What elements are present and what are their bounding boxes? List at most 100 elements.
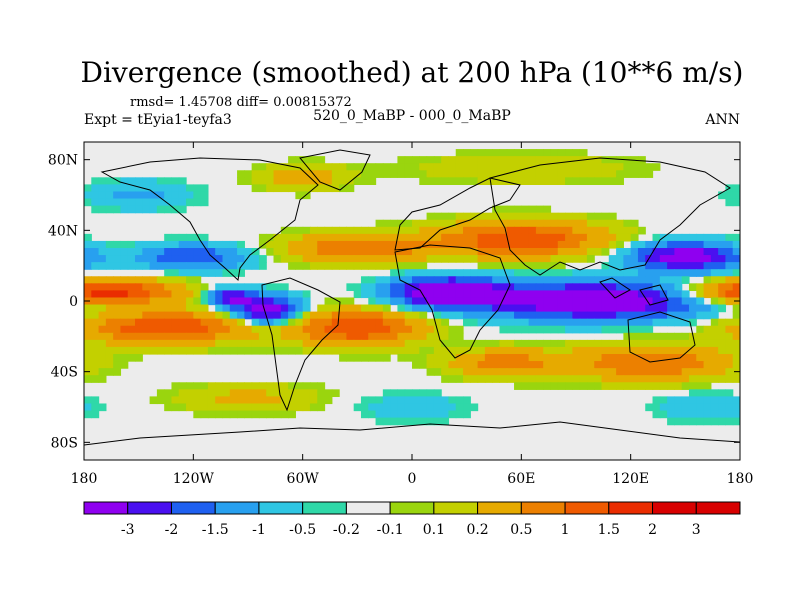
field-cell: [732, 248, 740, 256]
field-cell: [156, 262, 165, 270]
field-cell: [353, 339, 362, 348]
field-cell: [652, 368, 661, 376]
field-cell: [317, 262, 326, 270]
field-cell: [426, 318, 435, 327]
field-cell: [84, 396, 92, 405]
field-cell: [557, 212, 566, 221]
field-cell: [543, 382, 552, 390]
field-cell: [630, 368, 639, 376]
field-cell: [258, 304, 267, 313]
field-cell: [295, 262, 304, 270]
field-cell: [91, 318, 100, 327]
field-cell: [215, 410, 224, 419]
field-cell: [404, 346, 413, 355]
field-cell: [360, 248, 369, 256]
field-cell: [84, 311, 92, 320]
field-cell: [426, 290, 435, 299]
field-cell: [127, 240, 136, 249]
field-cell: [251, 262, 260, 270]
field-cell: [120, 184, 129, 193]
field-cell: [521, 212, 530, 221]
field-cell: [645, 163, 654, 171]
field-cell: [324, 255, 333, 263]
field-cell: [382, 276, 391, 284]
field-cell: [543, 212, 552, 221]
field-cell: [441, 297, 450, 306]
field-cell: [164, 325, 173, 334]
field-cell: [499, 276, 508, 284]
field-cell: [550, 318, 559, 327]
field-cell: [601, 290, 610, 299]
field-cell: [667, 248, 675, 256]
field-cell: [448, 276, 457, 284]
field-cell: [324, 318, 333, 327]
field-cell: [317, 184, 326, 193]
field-cell: [178, 205, 187, 214]
field-cell: [193, 191, 202, 200]
field-cell: [732, 304, 740, 313]
field-cell: [674, 403, 683, 412]
field-cell: [433, 297, 442, 306]
field-cell: [506, 276, 515, 284]
field-cell: [207, 389, 216, 397]
field-cell: [433, 339, 442, 348]
field-cell: [441, 219, 450, 228]
field-cell: [244, 170, 253, 178]
field-cell: [484, 240, 493, 249]
field-cell: [302, 325, 311, 334]
field-cell: [331, 346, 340, 355]
field-cell: [324, 184, 333, 193]
field-cell: [113, 332, 122, 341]
field-cell: [317, 382, 326, 390]
field-cell: [637, 290, 646, 299]
field-cell: [652, 311, 661, 320]
field-cell: [608, 382, 617, 390]
field-cell: [514, 269, 522, 277]
field-cell: [667, 262, 675, 270]
field-cell: [273, 290, 282, 299]
field-cell: [382, 290, 391, 299]
field-cell: [280, 233, 289, 242]
field-cell: [535, 346, 544, 355]
field-cell: [659, 269, 668, 277]
field-cell: [667, 283, 675, 291]
field-cell: [84, 240, 92, 249]
field-cell: [331, 332, 340, 341]
field-cell: [237, 339, 245, 348]
field-cell: [718, 283, 727, 291]
field-cell: [572, 339, 581, 348]
field-cell: [696, 255, 705, 263]
field-cell: [710, 361, 719, 369]
field-cell: [645, 325, 654, 334]
field-cell: [127, 276, 136, 284]
field-cell: [696, 332, 705, 341]
field-cell: [725, 255, 734, 263]
field-cell: [565, 163, 573, 171]
field-cell: [645, 304, 654, 313]
field-cell: [222, 346, 231, 355]
field-cell: [105, 304, 114, 313]
field-cell: [178, 339, 187, 348]
field-cell: [455, 233, 464, 242]
field-cell: [659, 332, 668, 341]
field-cell: [535, 240, 544, 249]
field-cell: [579, 346, 588, 355]
field-cell: [725, 417, 734, 426]
field-cell: [586, 226, 595, 235]
field-cell: [258, 233, 267, 242]
field-cell: [113, 198, 122, 207]
field-cell: [601, 311, 610, 320]
field-cell: [725, 318, 734, 327]
field-cell: [710, 417, 719, 426]
field-cell: [178, 248, 187, 256]
field-cell: [718, 318, 727, 327]
field-cell: [135, 332, 143, 341]
field-cell: [127, 290, 136, 299]
field-cell: [120, 297, 129, 306]
field-cell: [156, 205, 165, 214]
field-cell: [368, 304, 377, 313]
field-cell: [98, 311, 107, 320]
field-cell: [375, 396, 384, 405]
field-cell: [251, 311, 260, 320]
field-cell: [382, 304, 391, 313]
